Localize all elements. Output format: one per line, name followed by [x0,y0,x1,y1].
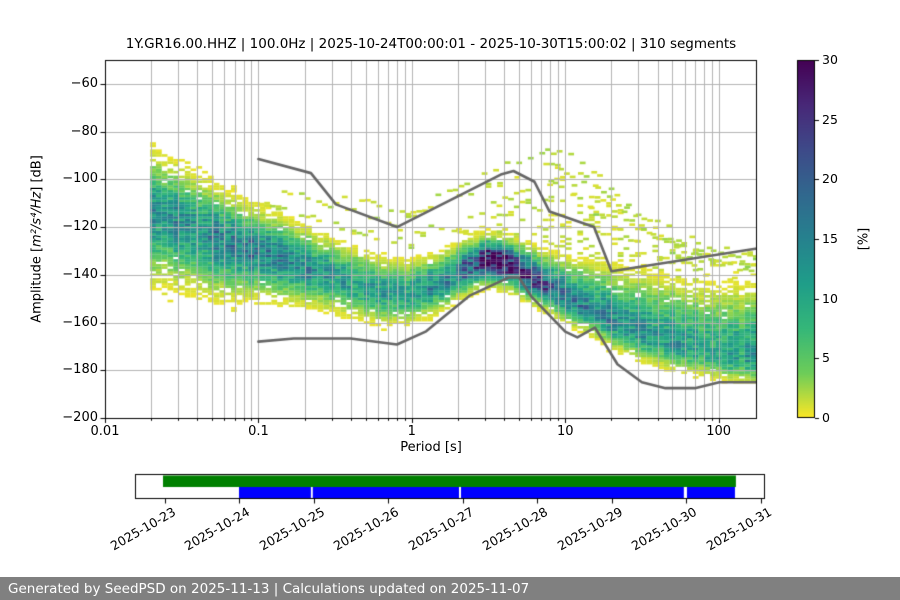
colorbar-tick-label: 20 [822,171,838,187]
colorbar-tick-label: 30 [822,52,838,67]
colorbar-tick-label: 25 [822,111,838,127]
y-tick-label: −140 [62,266,98,282]
colorbar-label: [%] [856,227,872,251]
y-tick-label: −100 [62,171,98,187]
plot-title: 1Y.GR16.00.HHZ | 100.0Hz | 2025-10-24T00… [125,36,737,52]
y-tick-label: −160 [62,314,98,330]
y-tick-label: −80 [70,123,98,139]
x-tick-label: 1 [407,424,416,439]
colorbar-tick-label: 15 [822,231,838,246]
x-tick-label: 0.01 [90,424,120,439]
x-tick-label: 10 [556,424,574,439]
footer-bar: Generated by SeedPSD on 2025-11-13 | Cal… [0,577,900,600]
y-tick-label: −120 [62,219,98,235]
y-axis-label-prefix: Amplitude [ [29,246,45,323]
colorbar-tick-label: 5 [822,350,830,366]
x-tick-label: 100 [706,424,732,439]
colorbar-tick-label: 0 [822,410,830,425]
x-tick-label: 0.1 [248,424,269,439]
footer-text: Generated by SeedPSD on 2025-11-13 | Cal… [8,580,530,597]
y-tick-label: −200 [62,410,98,425]
colorbar-tick-label: 10 [822,290,838,306]
x-axis-label: Period [s] [400,440,462,455]
y-tick-label: −60 [70,75,98,91]
y-tick-label: −180 [62,362,98,378]
